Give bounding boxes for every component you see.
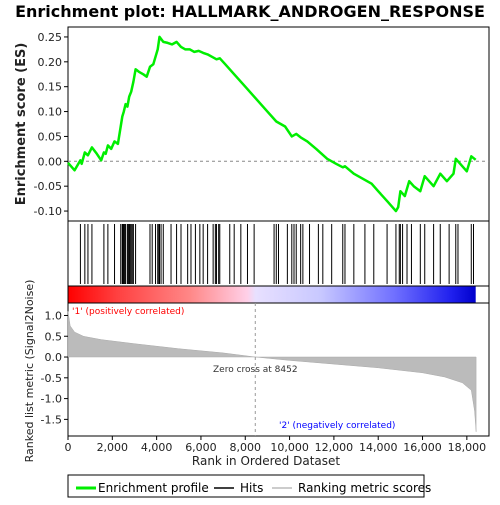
es-y-tick-label: 0.05 (38, 130, 63, 143)
x-tick-label: 4,000 (141, 441, 173, 454)
x-tick-label: 0 (65, 441, 72, 454)
es-y-tick-label: -0.10 (34, 205, 62, 218)
es-y-tick-label: 0.00 (38, 155, 63, 168)
metric-y-ticks: 1.0 0.5 0.0 -0.5 -1.0 -1.5 (41, 309, 68, 426)
zero-cross-label: Zero cross at 8452 (213, 365, 298, 375)
legend-label-hits: Hits (240, 481, 263, 495)
es-y-label: Enrichment score (ES) (14, 43, 29, 206)
legend-box (67, 474, 425, 498)
x-tick-label: 8,000 (230, 441, 262, 454)
x-tick-label: 2,000 (97, 441, 129, 454)
x-tick-label: 12,000 (315, 441, 354, 454)
negative-correlation-label: '2' (negatively correlated) (279, 421, 395, 431)
x-tick-label: 16,000 (403, 441, 442, 454)
metric-y-label: Ranked list metric (Signal2Noise) (23, 280, 36, 463)
x-tick-label: 18,000 (448, 441, 487, 454)
ranking-metric-area (67, 311, 477, 432)
enrichment-profile-curve (67, 35, 477, 213)
x-tick-label: 10,000 (270, 441, 309, 454)
metric-y-tick-label: 0.5 (45, 330, 63, 343)
metric-y-tick-label: -1.0 (41, 393, 62, 406)
x-axis-ticks: 0 2,000 4,000 6,000 8,000 10,000 12,000 14,000 1… (65, 436, 487, 454)
x-tick-label: 6,000 (185, 441, 217, 454)
es-y-tick-label: -0.05 (34, 180, 62, 193)
metric-y-tick-label: 0.0 (45, 351, 63, 364)
es-y-tick-label: 0.10 (38, 106, 63, 119)
metric-y-tick-label: 1.0 (45, 309, 63, 322)
es-y-tick-label: 0.20 (38, 56, 63, 69)
metric-y-tick-label: -1.5 (41, 413, 62, 426)
es-y-ticks: 0.25 0.20 0.15 0.10 0.05 0.00 -0.05 -0.10 (34, 31, 68, 218)
legend-label-enrichment: Enrichment profile (98, 481, 209, 495)
x-tick-label: 14,000 (359, 441, 398, 454)
chart-title: Enrichment plot: HALLMARK_ANDROGEN_RESPO… (15, 2, 485, 21)
metric-y-tick-label: -0.5 (41, 372, 62, 385)
correlation-color-band (68, 286, 476, 303)
es-y-tick-label: 0.15 (38, 81, 63, 94)
metric-panel-frame (67, 302, 490, 437)
hits-lines (79, 224, 474, 284)
ranking-metric-fill (67, 311, 477, 432)
legend-label-metric: Ranking metric scores (298, 481, 431, 495)
enrichment-profile-line (67, 35, 477, 213)
x-axis-label: Rank in Ordered Dataset (192, 454, 340, 468)
positive-correlation-label: '1' (positively correlated) (72, 307, 184, 317)
es-y-tick-label: 0.25 (38, 31, 63, 44)
